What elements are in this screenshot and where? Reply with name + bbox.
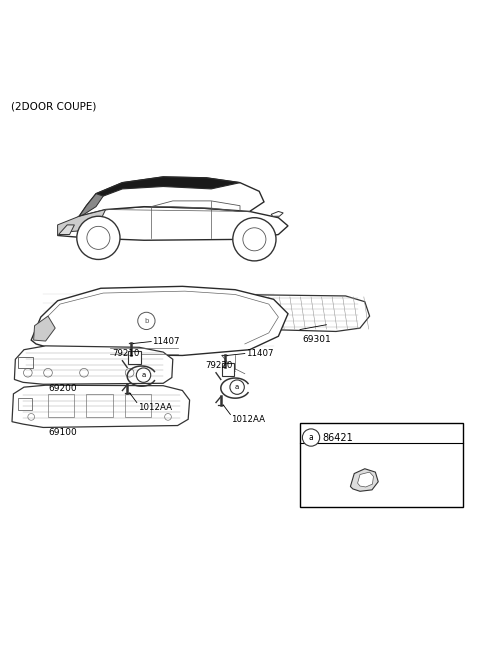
Text: 11407: 11407 [246, 349, 273, 358]
Polygon shape [31, 286, 288, 356]
Text: a: a [309, 433, 313, 442]
Polygon shape [206, 295, 370, 331]
Text: 69301: 69301 [302, 335, 331, 344]
Text: (2DOOR COUPE): (2DOOR COUPE) [11, 101, 96, 111]
Text: 11407: 11407 [152, 337, 180, 346]
Bar [48, 394, 74, 417]
Text: a: a [235, 384, 239, 390]
Polygon shape [128, 351, 141, 364]
Circle shape [302, 429, 320, 446]
Circle shape [230, 380, 244, 395]
Polygon shape [96, 177, 240, 196]
Bar [86, 394, 113, 417]
Polygon shape [79, 194, 103, 216]
Bar [125, 394, 151, 417]
Bar [18, 398, 32, 410]
Text: 69200: 69200 [48, 384, 77, 393]
Text: 1012AA: 1012AA [138, 403, 172, 412]
Polygon shape [358, 472, 373, 487]
Polygon shape [59, 225, 74, 235]
Circle shape [77, 216, 120, 260]
Polygon shape [222, 363, 234, 376]
Bar [18, 358, 33, 368]
Circle shape [136, 368, 151, 382]
Polygon shape [79, 177, 264, 216]
Circle shape [233, 217, 276, 261]
Bar [300, 423, 463, 507]
Text: b: b [144, 318, 149, 324]
Polygon shape [58, 207, 288, 240]
Polygon shape [58, 210, 106, 235]
Polygon shape [12, 385, 190, 428]
Text: 69100: 69100 [48, 428, 77, 437]
Polygon shape [34, 316, 55, 341]
Polygon shape [14, 346, 173, 384]
Polygon shape [271, 212, 283, 216]
Text: a: a [142, 372, 145, 378]
Text: 79220: 79220 [205, 360, 233, 369]
Text: 79210: 79210 [112, 348, 139, 358]
Text: 86421: 86421 [323, 432, 353, 443]
Polygon shape [350, 469, 378, 491]
Text: 1012AA: 1012AA [231, 416, 265, 424]
